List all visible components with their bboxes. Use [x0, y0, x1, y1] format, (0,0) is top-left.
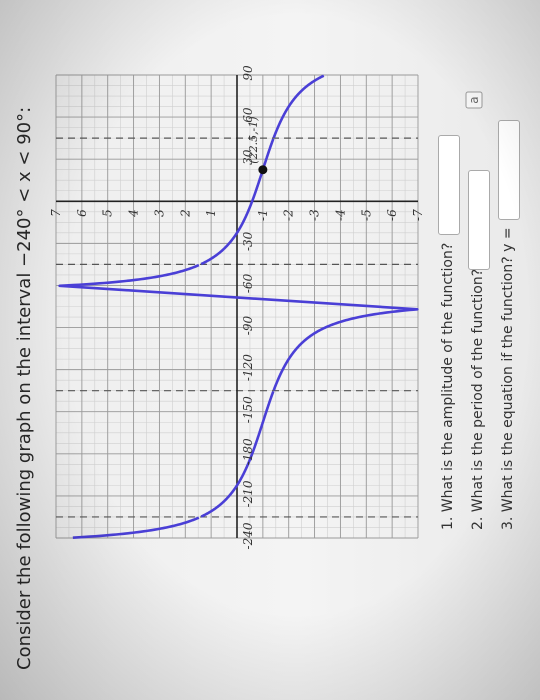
x-tick-labels: -240 -210 -180 -150 -120 -90 -60 -30 30 60 90	[241, 65, 255, 549]
period-input[interactable]	[468, 170, 490, 270]
y-tick-label: 5	[101, 209, 115, 217]
y-tick-label: 7	[49, 209, 63, 217]
y-tick-label: 4	[127, 209, 141, 218]
x-tick-label: -60	[241, 273, 255, 293]
x-tick-label: -210	[241, 480, 255, 507]
y-tick-label: -6	[385, 209, 399, 221]
marked-point	[258, 165, 268, 175]
y-tick-label: -3	[308, 209, 322, 221]
y-tick-label: -5	[359, 209, 373, 221]
page-icon-glyph: a	[467, 96, 481, 103]
curve-branch	[200, 137, 275, 266]
y-tick-label: -4	[333, 209, 347, 221]
y-tick-label: 6	[75, 209, 89, 217]
curve-branch	[72, 516, 200, 539]
prompt-period-label: 2. What is the period of the function?	[470, 268, 486, 530]
x-tick-label: -150	[241, 396, 255, 423]
x-tick-label: -30	[241, 231, 255, 251]
marked-point-label: (22.5,-1)	[247, 116, 260, 163]
curve-branch	[58, 263, 419, 392]
curve-branch	[272, 74, 325, 139]
x-tick-label: -180	[241, 438, 255, 465]
x-tick-label: -240	[241, 522, 255, 549]
y-tick-label: -2	[282, 209, 296, 221]
y-tick-label: 1	[204, 209, 218, 217]
y-tick-label: -1	[256, 209, 270, 221]
x-tick-label: -90	[241, 316, 255, 336]
prompt-amplitude-label: 1. What is the amplitude of the function…	[440, 242, 456, 530]
x-tick-label: 90	[241, 65, 255, 81]
curves	[58, 74, 419, 539]
y-tick-label: 3	[152, 209, 166, 217]
equation-input[interactable]	[498, 120, 520, 220]
axes	[56, 75, 418, 538]
x-tick-label: -120	[241, 354, 255, 381]
prompt-equation-label: 3. What is the equation if the function?…	[500, 227, 516, 530]
y-tick-label: -7	[411, 209, 425, 221]
amplitude-input[interactable]	[438, 135, 460, 235]
y-tick-label: 2	[178, 209, 192, 218]
y-tick-labels: 7 6 5 4 3 2 1 -1 -2 -3 -4 -5 -6 -7	[49, 209, 425, 221]
curve-branch	[200, 390, 275, 518]
x-tick-label: 30	[241, 149, 255, 165]
page-icon: a	[465, 91, 483, 109]
x-tick-label: 60	[241, 107, 255, 123]
